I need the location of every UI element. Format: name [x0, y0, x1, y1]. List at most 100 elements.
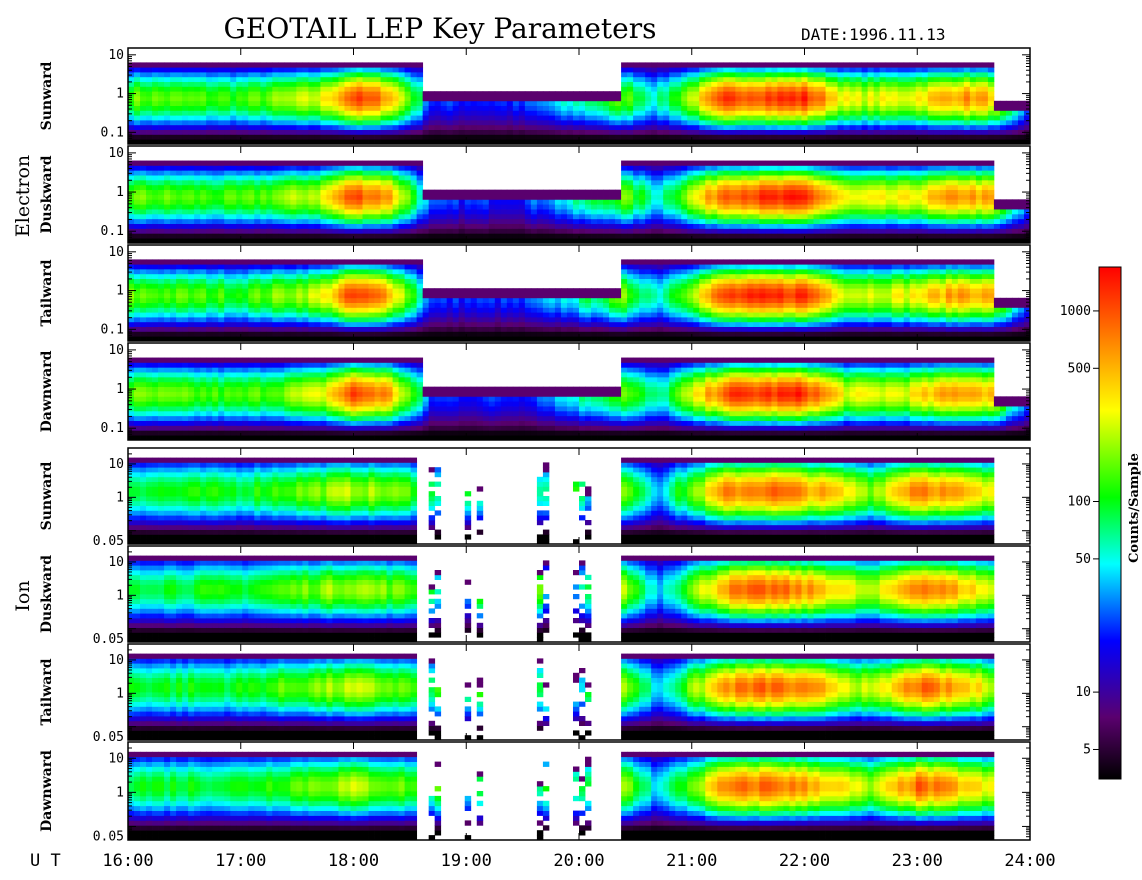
spectrogram-cell [350, 184, 357, 191]
spectrogram-cell [200, 124, 207, 130]
spectrogram-cell [645, 223, 652, 229]
spectrogram-cell [963, 204, 971, 210]
spectrogram-cell [542, 218, 550, 224]
spectrogram-cell [813, 218, 820, 224]
spectrogram-cell [705, 160, 712, 166]
spectrogram-cell [741, 100, 748, 106]
spectrogram-cell [807, 86, 814, 92]
spectrogram-cell [789, 228, 796, 234]
spectrogram-cell [278, 233, 285, 239]
spectrogram-cell [879, 105, 887, 111]
spectrogram-cell [212, 120, 219, 126]
spectrogram-cell [530, 134, 538, 140]
spectrogram-cell [885, 189, 893, 195]
spectrogram-cell [765, 199, 772, 205]
spectrogram-cell [398, 194, 406, 200]
spectrogram-cell [633, 179, 640, 186]
spectrogram-cell [699, 223, 706, 229]
spectrogram-cell [825, 115, 832, 121]
spectrogram-cell [128, 184, 135, 191]
spectrogram-cell [933, 72, 941, 78]
spectrogram-cell [807, 72, 814, 78]
spectrogram-cell [296, 134, 303, 140]
spectrogram-cell [741, 189, 748, 195]
spectrogram-cell [981, 91, 989, 97]
spectrogram-cell [633, 228, 640, 234]
spectrogram-cell [278, 213, 285, 220]
spectrogram-cell [699, 213, 706, 220]
spectrogram-cell [152, 165, 159, 171]
spectrogram-cell [326, 115, 333, 121]
spectrogram-cell [861, 96, 869, 102]
spectrogram-cell [530, 124, 538, 130]
spectrogram-cell [200, 67, 207, 73]
spectrogram-cell [753, 86, 760, 92]
spectrogram-cell [218, 134, 225, 140]
spectrogram-cell [140, 120, 147, 126]
spectrogram-cell [711, 175, 718, 181]
spectrogram-cell [771, 91, 778, 97]
spectrogram-cell [170, 120, 177, 126]
spectrogram-cell [230, 100, 237, 106]
spectrogram-cell [795, 139, 802, 145]
spectrogram-cell [777, 189, 784, 195]
spectrogram-cell [897, 134, 905, 140]
spectrogram-cell [657, 184, 664, 191]
spectrogram-cell [1005, 233, 1013, 239]
spectrogram-cell [921, 115, 929, 121]
spectrogram-cell [681, 238, 688, 244]
spectrogram-cell [741, 179, 748, 186]
spectrogram-cell [945, 194, 953, 200]
spectrogram-cell [368, 81, 375, 87]
spectrogram-cell [711, 170, 718, 176]
spectrogram-cell [717, 170, 724, 176]
spectrogram-cell [963, 120, 971, 126]
spectrogram-cell [975, 124, 983, 130]
spectrogram-cell [248, 228, 255, 234]
spectrogram-cell [771, 175, 778, 181]
spectrogram-cell [236, 100, 243, 106]
spectrogram-cell [398, 213, 406, 220]
spectrogram-cell [380, 233, 387, 239]
spectrogram-cell [386, 120, 393, 126]
spectrogram-cell [398, 76, 406, 82]
spectrogram-cell [1005, 204, 1013, 210]
spectrogram-cell [248, 199, 255, 205]
spectrogram-cell [885, 170, 893, 176]
spectrogram-cell [146, 120, 153, 126]
spectrogram-cell [831, 86, 838, 92]
spectrogram-cell [639, 175, 646, 181]
spectrogram-cell [146, 293, 153, 299]
spectrogram-cell [975, 86, 983, 92]
spectrogram-cell [176, 165, 183, 171]
spectrogram-cell [597, 134, 604, 140]
spectrogram-cell [993, 100, 1001, 106]
spectrogram-cell [627, 72, 634, 78]
spectrogram-cell [687, 129, 694, 135]
spectrogram-cell [512, 223, 520, 229]
spectrogram-cell [843, 223, 850, 229]
spectrogram-cell [170, 312, 177, 318]
spectrogram-cell [819, 120, 826, 126]
spectrogram-cell [368, 86, 375, 92]
spectrogram-cell [404, 179, 412, 186]
spectrogram-cell [1005, 134, 1013, 140]
spectrogram-cell [440, 233, 448, 239]
spectrogram-cell [747, 179, 754, 186]
spectrogram-cell [795, 105, 802, 111]
spectrogram-cell [711, 184, 718, 191]
spectrogram-cell [975, 139, 983, 145]
spectrogram-cell [699, 76, 706, 82]
spectrogram-cell [182, 139, 189, 145]
spectrogram-cell [813, 91, 820, 97]
spectrogram-cell [416, 91, 424, 97]
spectrogram-cell [290, 139, 297, 145]
spectrogram-cell [777, 213, 784, 220]
spectrogram-cell [639, 194, 646, 200]
spectrogram-cell [386, 175, 393, 181]
spectrogram-cell [290, 86, 297, 92]
spectrogram-cell [140, 278, 147, 284]
spectrogram-cell [867, 115, 875, 121]
spectrogram-cell [380, 91, 387, 97]
spectrogram-cell [248, 105, 255, 111]
